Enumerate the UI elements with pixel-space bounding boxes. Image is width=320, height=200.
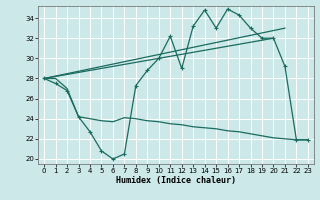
X-axis label: Humidex (Indice chaleur): Humidex (Indice chaleur) (116, 176, 236, 185)
